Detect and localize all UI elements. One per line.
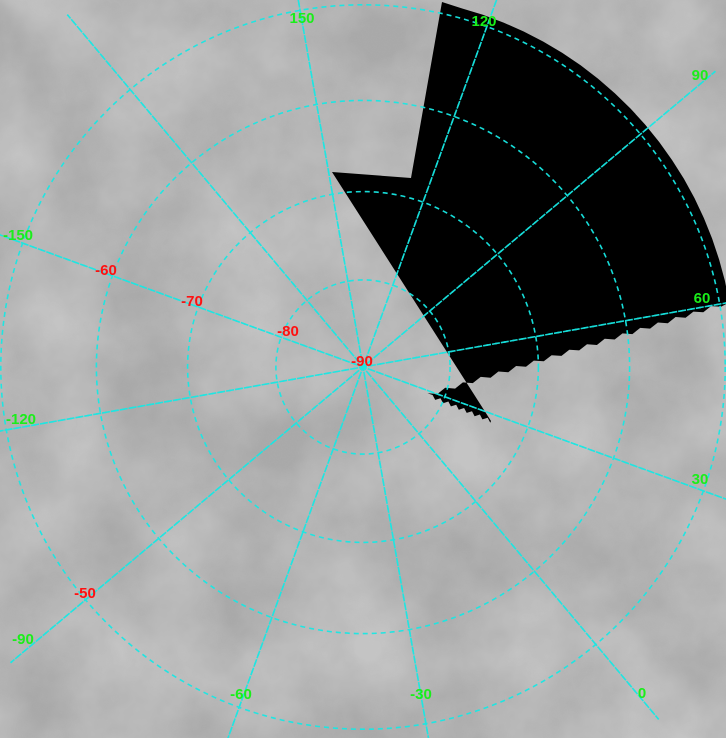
svg-text:-90: -90	[12, 631, 34, 648]
svg-text:0: 0	[638, 685, 646, 702]
svg-text:150: 150	[289, 10, 314, 27]
svg-text:-30: -30	[410, 686, 432, 703]
svg-text:30: 30	[692, 471, 709, 488]
svg-text:-60: -60	[230, 686, 252, 703]
svg-text:-120: -120	[6, 411, 36, 428]
svg-text:90: 90	[692, 67, 709, 84]
svg-text:60: 60	[694, 290, 711, 307]
svg-text:-70: -70	[181, 293, 203, 310]
svg-text:-60: -60	[95, 262, 117, 279]
svg-text:-90: -90	[351, 353, 373, 370]
svg-text:120: 120	[471, 13, 496, 30]
svg-text:-50: -50	[74, 585, 96, 602]
svg-text:-80: -80	[277, 323, 299, 340]
svg-text:-150: -150	[3, 227, 33, 244]
